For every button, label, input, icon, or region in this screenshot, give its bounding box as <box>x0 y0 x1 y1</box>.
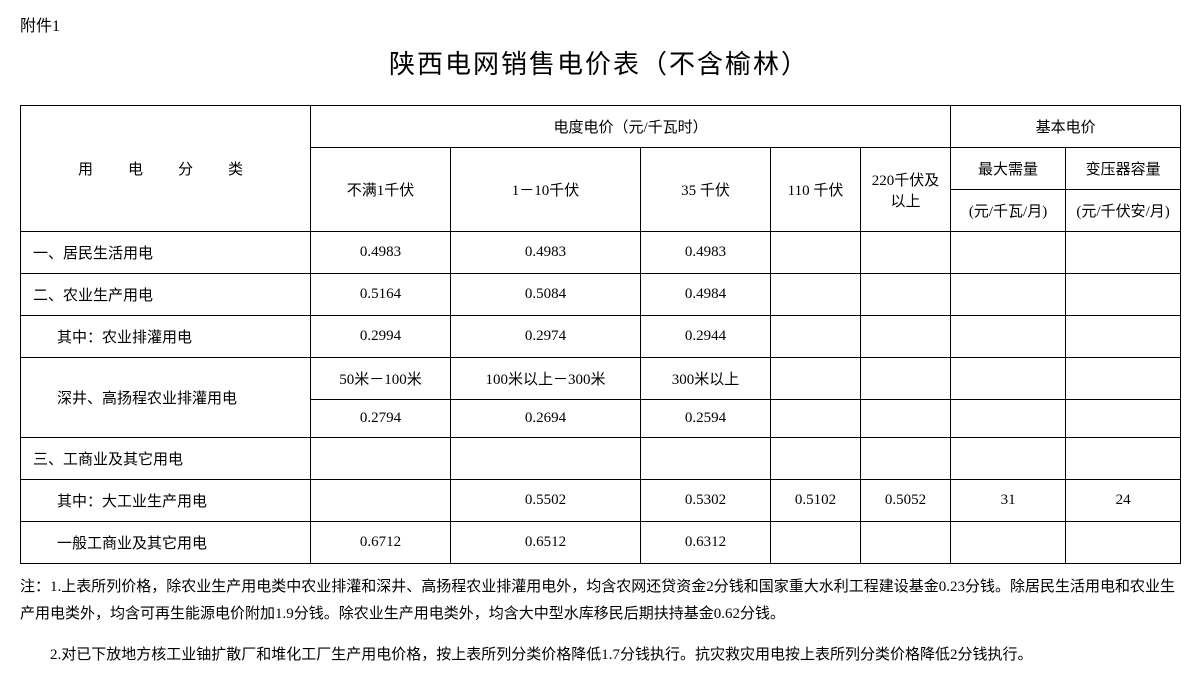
cell-category: 一般工商业及其它用电 <box>21 522 311 564</box>
header-basic-group: 基本电价 <box>951 106 1181 148</box>
cell-v3: 0.4984 <box>641 274 771 316</box>
table-row: 深井、高扬程农业排灌用电 50米－100米 100米以上－300米 300米以上 <box>21 358 1181 400</box>
cell-v3: 0.6312 <box>641 522 771 564</box>
cell-v4 <box>771 358 861 400</box>
table-row: 三、工商业及其它用电 <box>21 438 1181 480</box>
header-v5: 220千伏及以上 <box>861 148 951 232</box>
cell-v4 <box>771 274 861 316</box>
cell-v3: 0.2944 <box>641 316 771 358</box>
cell-b2 <box>1066 438 1181 480</box>
header-b2-bot: (元/千伏安/月) <box>1066 190 1181 232</box>
cell-v1: 0.6712 <box>311 522 451 564</box>
cell-category: 一、居民生活用电 <box>21 232 311 274</box>
table-row: 其中：大工业生产用电 0.5502 0.5302 0.5102 0.5052 3… <box>21 480 1181 522</box>
cell-v2: 0.5502 <box>451 480 641 522</box>
cell-v4 <box>771 316 861 358</box>
header-b1-top: 最大需量 <box>951 148 1066 190</box>
cell-v1: 50米－100米 <box>311 358 451 400</box>
cell-category: 其中：大工业生产用电 <box>21 480 311 522</box>
cell-b1: 31 <box>951 480 1066 522</box>
cell-v5 <box>861 358 951 400</box>
cell-v4 <box>771 232 861 274</box>
cell-b2 <box>1066 400 1181 438</box>
cell-b2: 24 <box>1066 480 1181 522</box>
page-title: 陕西电网销售电价表（不含榆林） <box>20 44 1178 81</box>
cell-v4 <box>771 438 861 480</box>
cell-v4 <box>771 522 861 564</box>
cell-b1 <box>951 522 1066 564</box>
table-row: 二、农业生产用电 0.5164 0.5084 0.4984 <box>21 274 1181 316</box>
cell-v3: 300米以上 <box>641 358 771 400</box>
footnotes: 注：1.上表所列价格，除农业生产用电类中农业排灌和深井、高扬程农业排灌用电外，均… <box>20 574 1178 669</box>
cell-v2: 0.4983 <box>451 232 641 274</box>
cell-b1 <box>951 400 1066 438</box>
cell-v4 <box>771 400 861 438</box>
cell-v5 <box>861 316 951 358</box>
cell-b1 <box>951 358 1066 400</box>
cell-b2 <box>1066 232 1181 274</box>
header-v3: 35 千伏 <box>641 148 771 232</box>
cell-v2: 0.5084 <box>451 274 641 316</box>
header-v1: 不满1千伏 <box>311 148 451 232</box>
cell-b1 <box>951 316 1066 358</box>
cell-v2: 0.2694 <box>451 400 641 438</box>
cell-category: 三、工商业及其它用电 <box>21 438 311 480</box>
header-v2: 1－10千伏 <box>451 148 641 232</box>
footnote-2: 2.对已下放地方核工业铀扩散厂和堆化工厂生产用电价格，按上表所列分类价格降低1.… <box>20 642 1178 669</box>
cell-v1 <box>311 438 451 480</box>
cell-v1: 0.2994 <box>311 316 451 358</box>
cell-b2 <box>1066 316 1181 358</box>
cell-b1 <box>951 232 1066 274</box>
table-row: 一、居民生活用电 0.4983 0.4983 0.4983 <box>21 232 1181 274</box>
cell-b1 <box>951 274 1066 316</box>
cell-v1: 0.5164 <box>311 274 451 316</box>
footnote-1: 注：1.上表所列价格，除农业生产用电类中农业排灌和深井、高扬程农业排灌用电外，均… <box>20 574 1178 628</box>
cell-v5 <box>861 232 951 274</box>
cell-b2 <box>1066 358 1181 400</box>
cell-category: 其中：农业排灌用电 <box>21 316 311 358</box>
cell-v3: 0.4983 <box>641 232 771 274</box>
table-row: 一般工商业及其它用电 0.6712 0.6512 0.6312 <box>21 522 1181 564</box>
cell-v2: 100米以上－300米 <box>451 358 641 400</box>
price-table: 用 电 分 类 电度电价（元/千瓦时） 基本电价 不满1千伏 1－10千伏 35… <box>20 105 1181 564</box>
cell-v3 <box>641 438 771 480</box>
cell-b1 <box>951 438 1066 480</box>
header-energy-group: 电度电价（元/千瓦时） <box>311 106 951 148</box>
cell-v5 <box>861 522 951 564</box>
cell-v2 <box>451 438 641 480</box>
cell-v2: 0.2974 <box>451 316 641 358</box>
cell-category: 二、农业生产用电 <box>21 274 311 316</box>
cell-v5 <box>861 274 951 316</box>
cell-v5 <box>861 438 951 480</box>
cell-v1: 0.4983 <box>311 232 451 274</box>
cell-v4: 0.5102 <box>771 480 861 522</box>
cell-b2 <box>1066 522 1181 564</box>
table-row: 其中：农业排灌用电 0.2994 0.2974 0.2944 <box>21 316 1181 358</box>
header-b1-bot: (元/千瓦/月) <box>951 190 1066 232</box>
cell-v3: 0.2594 <box>641 400 771 438</box>
cell-v1 <box>311 480 451 522</box>
cell-v3: 0.5302 <box>641 480 771 522</box>
header-v4: 110 千伏 <box>771 148 861 232</box>
cell-v2: 0.6512 <box>451 522 641 564</box>
cell-category: 深井、高扬程农业排灌用电 <box>21 358 311 438</box>
cell-v1: 0.2794 <box>311 400 451 438</box>
cell-b2 <box>1066 274 1181 316</box>
cell-v5 <box>861 400 951 438</box>
header-b2-top: 变压器容量 <box>1066 148 1181 190</box>
attachment-label: 附件1 <box>20 12 1178 36</box>
cell-v5: 0.5052 <box>861 480 951 522</box>
header-category: 用 电 分 类 <box>21 106 311 232</box>
